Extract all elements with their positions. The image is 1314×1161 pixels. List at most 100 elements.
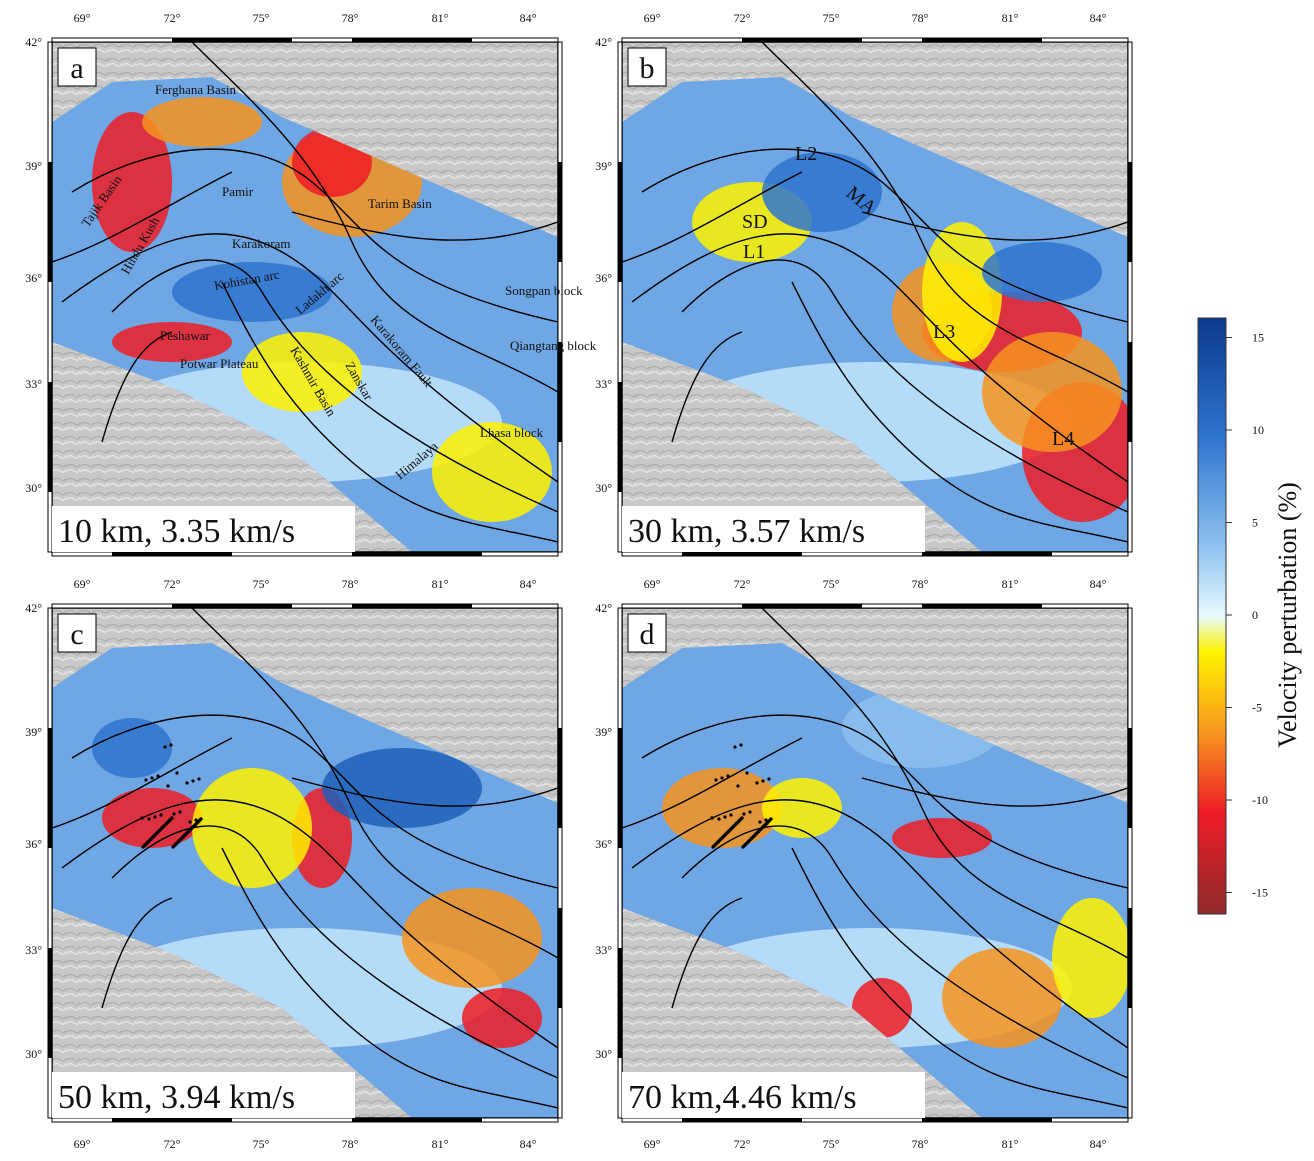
lon-tick-label: 72°: [164, 577, 181, 591]
event: [143, 843, 146, 846]
place-label: Songpan block: [505, 283, 583, 298]
event: [188, 820, 191, 823]
lon-tick-label: 81°: [432, 1137, 449, 1151]
lon-tick-label: 78°: [912, 11, 929, 25]
frame-tick: [1128, 728, 1132, 828]
frame-tick: [922, 604, 1042, 608]
event: [769, 817, 772, 820]
lat-tick-label: 30°: [595, 1047, 612, 1061]
colorbar-tick-label: 0: [1252, 608, 1258, 622]
event: [158, 828, 161, 831]
lon-tick-label: 78°: [912, 1137, 929, 1151]
blob: [462, 988, 542, 1048]
place-label: Qiangtang block: [510, 338, 597, 353]
event: [170, 816, 173, 819]
place-label: L4: [1052, 428, 1074, 450]
colorbar-tick-label: 10: [1252, 423, 1264, 437]
frame-tick: [1128, 162, 1132, 262]
event: [149, 837, 152, 840]
blob: [892, 818, 992, 858]
event: [765, 821, 768, 824]
event: [751, 835, 754, 838]
lon-tick-label: 75°: [253, 11, 270, 25]
event: [728, 828, 731, 831]
lon-tick-label: 78°: [342, 577, 359, 591]
frame-tick: [48, 162, 52, 282]
lat-tick-label: 30°: [595, 481, 612, 495]
colorbar-title: Velocity perturbation (%): [1273, 482, 1302, 748]
colorbar-tick-label: -15: [1252, 886, 1268, 900]
frame-tick: [352, 604, 472, 608]
place-label: L1: [743, 241, 765, 263]
event: [150, 776, 153, 779]
map-panel: c50 km, 3.94 km/s42°39°36°33°30°69°72°75…: [25, 577, 562, 1151]
blob: [1052, 898, 1132, 1018]
event: [147, 817, 150, 820]
event: [739, 743, 742, 746]
event: [195, 821, 198, 824]
event: [729, 813, 732, 816]
event: [178, 810, 181, 813]
frame-tick: [922, 552, 1052, 556]
event: [176, 840, 179, 843]
event: [736, 784, 739, 787]
depth-caption: 50 km, 3.94 km/s: [58, 1079, 295, 1116]
event: [156, 774, 159, 777]
lat-tick-label: 42°: [25, 601, 42, 615]
frame-bar: [52, 604, 558, 608]
frame-tick: [922, 1118, 1052, 1122]
event: [199, 817, 202, 820]
lon-tick-label: 75°: [823, 1137, 840, 1151]
place-label: SD: [742, 211, 768, 233]
event: [740, 816, 743, 819]
event: [185, 781, 188, 784]
event: [756, 830, 759, 833]
depth-caption: 10 km, 3.35 km/s: [58, 513, 295, 550]
event: [169, 743, 172, 746]
frame-bar: [1128, 42, 1132, 552]
lon-tick-label: 81°: [432, 11, 449, 25]
event: [720, 776, 723, 779]
blob: [942, 948, 1062, 1048]
lat-tick-label: 36°: [595, 837, 612, 851]
event: [723, 815, 726, 818]
event: [162, 824, 165, 827]
lon-tick-label: 72°: [164, 11, 181, 25]
frame-tick: [742, 604, 862, 608]
place-label: Ferghana Basin: [155, 82, 236, 97]
colorbar: 151050-5-10-15Velocity perturbation (%): [1198, 318, 1302, 914]
panel-letter: a: [70, 52, 83, 85]
place-label: Karakoram: [232, 236, 290, 251]
lat-tick-label: 42°: [595, 35, 612, 49]
lat-tick-label: 33°: [25, 943, 42, 957]
event: [186, 830, 189, 833]
event: [723, 833, 726, 836]
event: [733, 745, 736, 748]
panel-letter: b: [640, 52, 655, 85]
frame-bar: [558, 608, 562, 1118]
blob: [192, 768, 312, 888]
event: [726, 774, 729, 777]
frame-tick: [558, 162, 562, 262]
place-label: Lhasa block: [480, 425, 544, 440]
frame-tick: [922, 38, 1042, 42]
lon-tick-label: 75°: [253, 577, 270, 591]
event: [748, 810, 751, 813]
map-panel: d70 km,4.46 km/s42°39°36°33°30°69°72°75°…: [595, 577, 1132, 1151]
event: [153, 815, 156, 818]
lon-tick-label: 72°: [734, 11, 751, 25]
frame-tick: [682, 1118, 802, 1122]
colorbar-scale: [1198, 318, 1226, 914]
frame-tick: [618, 382, 622, 492]
lat-tick-label: 39°: [595, 159, 612, 173]
event: [713, 843, 716, 846]
blob: [92, 718, 172, 778]
event: [163, 745, 166, 748]
event: [144, 778, 147, 781]
event: [167, 819, 170, 822]
frame-bar: [52, 38, 558, 42]
frame-tick: [172, 604, 292, 608]
blob: [142, 97, 262, 147]
lat-tick-label: 39°: [595, 725, 612, 739]
lon-tick-label: 72°: [164, 1137, 181, 1151]
